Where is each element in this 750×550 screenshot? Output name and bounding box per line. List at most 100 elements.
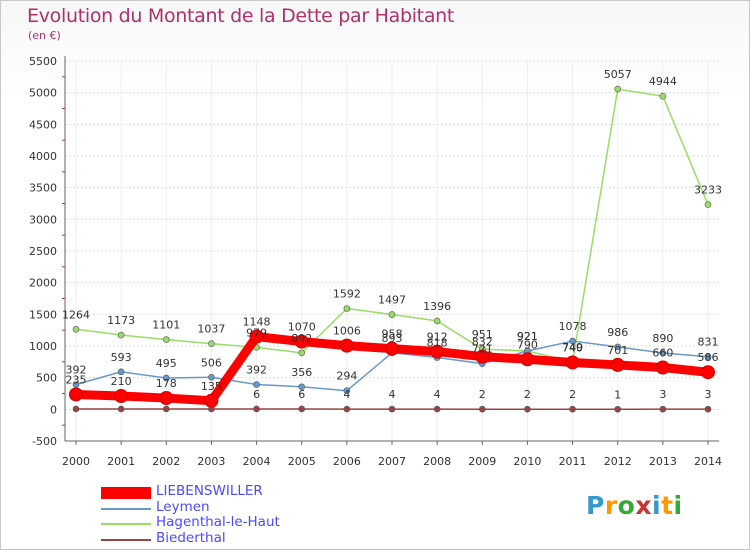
data-label: 593 [111, 351, 132, 364]
data-label: 892 [291, 332, 312, 345]
data-point [520, 352, 535, 367]
legend-swatch-leymen [101, 508, 151, 510]
data-point [475, 349, 490, 364]
x-tick-label: 2009 [468, 455, 496, 468]
data-point [433, 317, 441, 325]
data-label: 3233 [694, 184, 722, 197]
logo-letter: i [652, 491, 662, 520]
y-tick-label: -500 [32, 435, 57, 448]
data-label: 1264 [62, 308, 90, 321]
y-tick-label: 4000 [29, 150, 57, 163]
data-point [117, 331, 125, 339]
data-point [659, 405, 667, 413]
data-label: 3 [705, 388, 712, 401]
y-tick-label: 3500 [29, 182, 57, 195]
data-point [72, 325, 80, 333]
x-tick-label: 2006 [333, 455, 361, 468]
data-point [294, 334, 309, 349]
data-label: 5057 [604, 68, 632, 81]
x-tick-label: 2001 [107, 455, 135, 468]
logo-letter: x [635, 491, 652, 520]
y-tick-label: 4500 [29, 118, 57, 131]
x-tick-label: 2010 [513, 455, 541, 468]
data-label: 1078 [559, 320, 587, 333]
x-tick-label: 2012 [604, 455, 632, 468]
data-label: 986 [607, 326, 628, 339]
data-label: 818 [427, 337, 448, 350]
data-label: 921 [517, 330, 538, 343]
data-label: 6 [253, 388, 260, 401]
data-point [208, 373, 215, 381]
data-point [117, 368, 125, 376]
data-point [162, 405, 170, 413]
data-point [565, 355, 580, 370]
data-point [433, 405, 441, 413]
y-tick-label: 500 [36, 372, 57, 385]
data-point [208, 340, 215, 347]
data-label: 2 [524, 388, 531, 401]
x-tick-label: 2002 [152, 455, 180, 468]
data-point [114, 389, 129, 404]
data-label: 3 [659, 388, 666, 401]
data-label: 660 [652, 347, 673, 360]
data-point [610, 357, 625, 372]
data-label: 506 [201, 356, 222, 369]
data-label: 235 [66, 373, 87, 386]
data-point [298, 349, 306, 357]
data-point [614, 405, 622, 413]
data-point [659, 92, 667, 100]
data-label: 890 [652, 332, 673, 345]
data-label: 392 [66, 364, 87, 377]
chart-unit-label: (en €) [28, 29, 61, 42]
data-point [204, 393, 219, 408]
data-label: 958 [382, 328, 403, 341]
data-label: 294 [336, 370, 357, 383]
x-tick-label: 2008 [423, 455, 451, 468]
y-tick-label: 5500 [29, 55, 57, 68]
y-tick-label: 2500 [29, 245, 57, 258]
y-tick-label: 0 [50, 403, 57, 416]
logo-letter: o [617, 491, 636, 520]
data-label: 4 [434, 388, 441, 401]
legend-label: Hagenthal-le-Haut [156, 514, 280, 530]
data-point [614, 343, 622, 351]
x-tick-label: 2014 [694, 455, 722, 468]
chart-title: Evolution du Montant de la Dette par Hab… [27, 5, 455, 27]
x-tick-label: 2007 [378, 455, 406, 468]
data-label: 721 [472, 343, 493, 356]
data-point [569, 405, 576, 413]
x-tick-label: 2005 [288, 455, 316, 468]
logo-letter: i [673, 491, 683, 520]
legend-swatch-liebenswiller [101, 487, 151, 499]
data-point [478, 405, 486, 413]
data-label: 893 [382, 332, 403, 345]
y-tick-label: 3000 [29, 213, 57, 226]
data-label: 912 [427, 331, 448, 344]
x-tick-label: 2003 [197, 455, 225, 468]
data-label: 701 [607, 344, 628, 357]
x-tick-label: 2013 [649, 455, 677, 468]
data-point [253, 381, 260, 388]
data-label: 4 [343, 388, 350, 401]
data-label: 135 [201, 380, 222, 393]
x-tick-label: 2011 [559, 455, 587, 468]
y-tick-label: 1500 [29, 308, 57, 321]
data-label: 2 [569, 388, 576, 401]
data-point [249, 329, 264, 344]
y-tick-label: 5000 [29, 87, 57, 100]
data-point [343, 305, 351, 312]
data-label: 4944 [649, 75, 677, 88]
data-point [298, 405, 306, 413]
data-label: 392 [246, 364, 267, 377]
data-point [569, 337, 576, 345]
data-point [343, 405, 351, 413]
data-label: 1006 [333, 325, 361, 338]
logo-letter: r [604, 491, 618, 520]
data-point [704, 201, 712, 208]
data-point [655, 360, 670, 375]
data-point [69, 387, 83, 402]
data-label: 740 [562, 341, 583, 354]
data-label: 1 [614, 388, 621, 401]
data-point [704, 405, 712, 413]
